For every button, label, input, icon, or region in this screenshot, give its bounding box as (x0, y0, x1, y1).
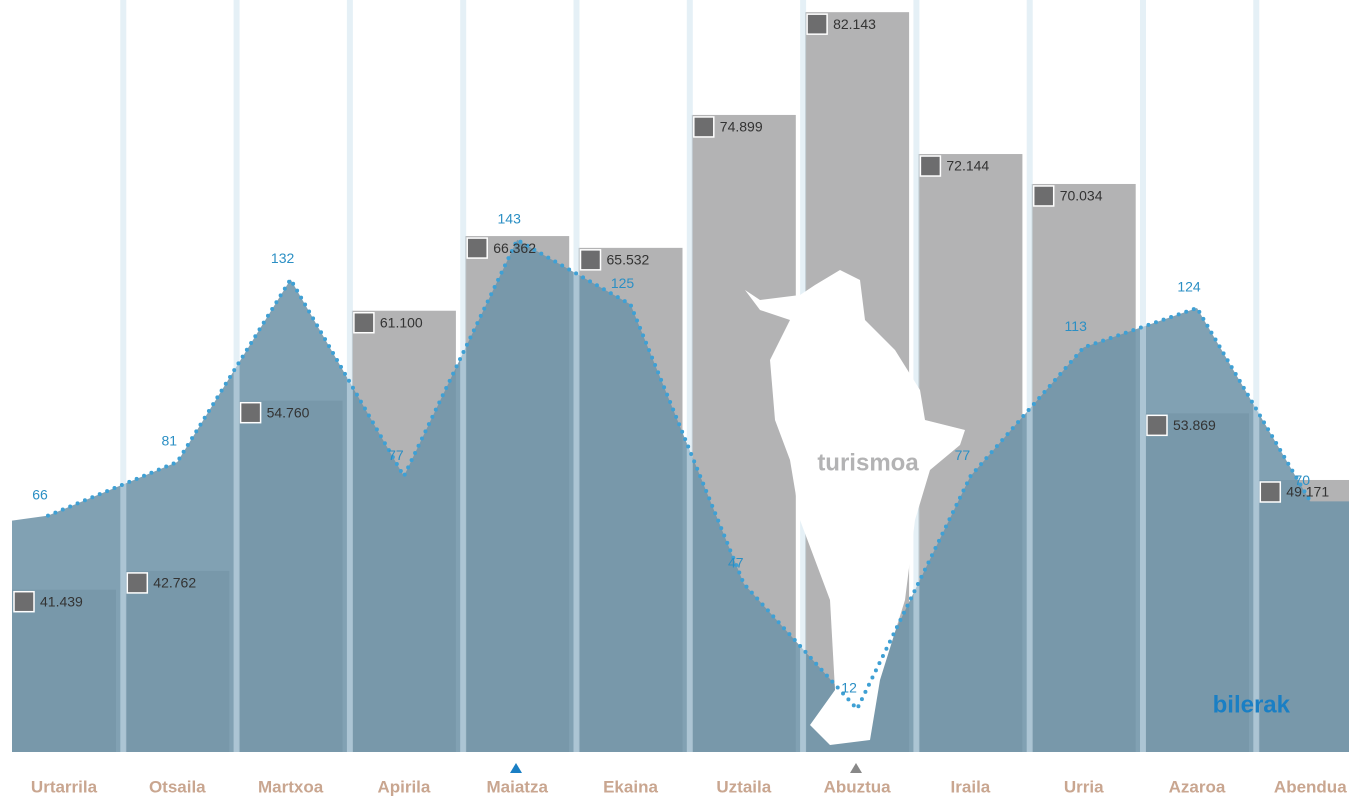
bar-label: 42.762 (153, 575, 196, 591)
separator (346, 0, 353, 752)
bar-label-box (919, 155, 942, 177)
line-label: 12 (841, 680, 857, 696)
line-label: 70 (1295, 472, 1311, 488)
bar-label: 54.760 (267, 404, 310, 420)
bar-label-box (353, 311, 375, 334)
x-tick-label: Apirila (377, 777, 430, 796)
bar-label: 66.362 (493, 240, 536, 256)
bar-label-box (1259, 481, 1282, 503)
bar-label-box (693, 116, 715, 138)
separator (686, 0, 693, 752)
label-layer: 41.439 42.762 54.760 61.100 66.362 65.532 74.8… (13, 13, 1347, 796)
separator (1026, 0, 1033, 752)
bar-label: 70.034 (1060, 188, 1103, 204)
line-label: 143 (498, 211, 522, 227)
line-label: 47 (728, 554, 744, 570)
max-marker (850, 763, 862, 773)
bar-label-box (1032, 185, 1055, 207)
separator (1253, 0, 1260, 752)
x-tick-label: Abendua (1274, 777, 1347, 796)
separator (460, 0, 467, 752)
x-tick-label: Otsaila (149, 777, 206, 796)
line-label: 81 (162, 433, 178, 449)
bar-label: 74.899 (720, 119, 763, 135)
line-layer (46, 237, 1313, 713)
x-tick-label: Iraila (951, 777, 991, 796)
x-tick-label: Azaroa (1169, 777, 1226, 796)
line-label: 124 (1177, 279, 1201, 295)
bar-label-box (466, 237, 488, 259)
separator (913, 0, 920, 752)
separator (573, 0, 580, 752)
line-label: 77 (955, 447, 971, 463)
x-tick-label: Uztaila (716, 777, 771, 796)
legend-entry: turismoa (817, 449, 919, 476)
legend-entry: bilerak (1213, 691, 1291, 718)
bar-label-box (579, 249, 602, 271)
separator (233, 0, 240, 752)
x-tick-label: Ekaina (603, 777, 658, 796)
bar-label-box (13, 590, 35, 613)
bar-label: 53.869 (1173, 417, 1216, 433)
max-marker (510, 763, 522, 773)
bar-label: 72.144 (946, 158, 989, 174)
area (12, 239, 1349, 752)
separator (1140, 0, 1146, 752)
x-tick-label: Urria (1064, 777, 1104, 796)
separator (120, 0, 127, 752)
bar-label-box (126, 572, 149, 594)
x-tick-label: Martxoa (258, 777, 324, 796)
x-tick-label: Abuztua (824, 777, 892, 796)
line-label: 66 (32, 486, 48, 502)
silhouette (745, 270, 965, 745)
line-label: 113 (1065, 318, 1088, 334)
line-label: 77 (388, 447, 404, 463)
line-label: 125 (611, 275, 635, 291)
line-label: 132 (271, 250, 295, 266)
bar-label: 41.439 (40, 593, 83, 609)
bar-label: 82.143 (833, 16, 876, 32)
bar-label-box (239, 401, 262, 424)
bar-label: 65.532 (607, 252, 650, 268)
x-tick-label: Urtarrila (31, 777, 98, 796)
bar-label: 49.171 (1286, 484, 1329, 500)
bar-label-box (1146, 414, 1168, 437)
bar-label-box (806, 13, 828, 35)
line (46, 237, 1313, 713)
bar-label: 61.100 (380, 314, 423, 330)
x-tick-label: Maiatza (486, 777, 548, 796)
